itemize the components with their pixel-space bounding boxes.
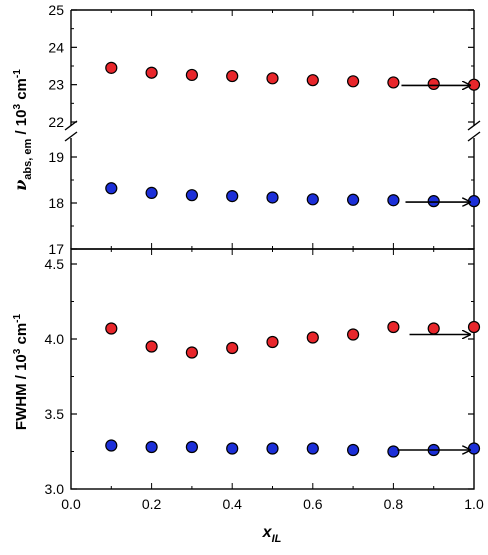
top-blue-point <box>387 194 400 207</box>
ylabel-middle: / 10 <box>13 110 30 139</box>
axis-break-left-b <box>64 131 78 142</box>
bottom-x-tick-label: 0.2 <box>142 496 162 512</box>
top-upper-y-tick-label: 24 <box>48 39 64 55</box>
bottom-blue-point <box>145 440 158 454</box>
top-blue-point <box>226 190 239 203</box>
top-blue-point <box>266 191 279 204</box>
ylabel-sup1: 3 <box>12 104 23 110</box>
xlabel-subscript: IL <box>272 533 282 545</box>
bottom-red-point <box>145 340 158 353</box>
top-lower-y-tick-label: 19 <box>48 149 64 165</box>
top-red-point <box>266 72 279 85</box>
ylabel-unit: cm <box>13 78 30 104</box>
top-blue-point <box>306 193 319 206</box>
bottom-red-point <box>387 320 400 334</box>
bottom-red-point <box>266 335 279 349</box>
top-blue-point <box>145 186 158 199</box>
bottom-y-tick-label: 3.5 <box>45 406 65 422</box>
bottom-blue-point <box>266 442 279 455</box>
ylabel-subscript: abs, em <box>22 139 34 180</box>
ylabel2-sup1: 3 <box>12 348 23 354</box>
bottom-blue-point <box>226 442 239 455</box>
top-red-point <box>467 78 481 91</box>
bottom-blue-point <box>347 443 360 457</box>
bottom-red-point <box>467 320 481 334</box>
ylabel-sup2: -1 <box>12 69 23 78</box>
xlabel-main: x <box>262 524 273 541</box>
top-lower-y-tick-label: 18 <box>48 195 64 211</box>
bottom-x-tick-label: 0.0 <box>61 496 81 512</box>
ylabel2-unit: cm <box>13 323 30 349</box>
bottom-blue-point <box>306 442 319 455</box>
bottom-blue-point <box>467 442 481 455</box>
bottom-x-tick-label: 0.8 <box>384 496 404 512</box>
bottom-x-tick-label: 1.0 <box>464 496 484 512</box>
top-blue-point <box>185 189 198 202</box>
bottom-blue-point <box>387 445 400 458</box>
bottom-y-tick-label: 3.0 <box>45 481 65 497</box>
ylabel2-sup2: -1 <box>12 313 23 322</box>
bottom-y-tick-label: 4.5 <box>45 256 65 272</box>
top-upper-y-tick-label: 23 <box>48 77 64 93</box>
bottom-red-point <box>105 322 118 335</box>
bottom-x-tick-label: 0.4 <box>222 496 242 512</box>
top-red-point <box>185 68 198 82</box>
ylabel2-main: FWHM / 10 <box>13 354 30 430</box>
bottom-red-point <box>306 331 319 344</box>
top-upper-y-tick-label: 25 <box>48 2 64 18</box>
bottom-red-point <box>347 328 360 341</box>
bottom-y-tick-label: 4.0 <box>45 331 65 347</box>
bottom-red-point <box>427 322 440 335</box>
bottom-red-point <box>226 341 239 355</box>
top-red-point <box>145 66 158 79</box>
top-blue-point <box>467 195 481 208</box>
top-y-axis-label: νabs, em / 103 cm-1 <box>11 69 34 191</box>
axis-break-right-b <box>467 131 481 142</box>
x-axis-label: xIL <box>262 524 282 545</box>
top-red-point <box>105 61 118 74</box>
bottom-x-tick-label: 0.6 <box>303 496 323 512</box>
top-red-point <box>226 69 239 83</box>
top-red-point <box>306 74 319 87</box>
top-blue-point <box>427 195 440 208</box>
top-red-point <box>427 77 440 91</box>
ylabel-symbol: ν <box>11 180 30 191</box>
top-upper-y-tick-label: 22 <box>48 114 64 130</box>
top-red-point <box>347 75 360 88</box>
bottom-y-axis-label: FWHM / 103 cm-1 <box>12 313 30 430</box>
top-blue-point <box>347 193 360 206</box>
bottom-blue-point <box>105 439 118 452</box>
bottom-red-point <box>185 346 198 359</box>
top-red-point <box>387 76 400 89</box>
top-blue-point <box>105 182 118 195</box>
bottom-blue-point <box>185 440 198 454</box>
axis-break-right-a <box>467 120 481 131</box>
top-lower-y-tick-label: 17 <box>48 241 64 257</box>
